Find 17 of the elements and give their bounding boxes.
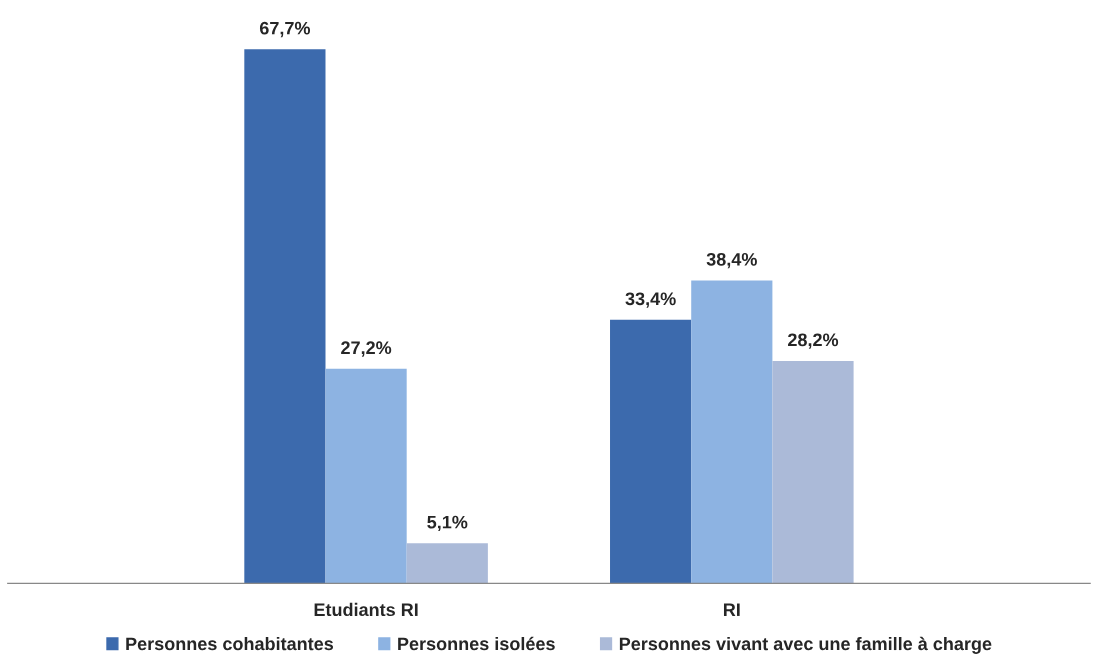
- legend-label: Personnes vivant avec une famille à charge: [619, 636, 992, 654]
- bar: [772, 360, 854, 584]
- bar: [610, 319, 692, 584]
- bar: [406, 543, 488, 584]
- legend-label: Personnes isolées: [398, 636, 555, 651]
- x-tick-label: RI: [723, 603, 740, 616]
- data-label: 5,1%: [427, 515, 468, 532]
- data-label: 28,2%: [788, 333, 839, 349]
- bar: [325, 368, 407, 584]
- data-label: 67,7%: [259, 21, 311, 38]
- x-tick-label: Etudiants RI: [314, 602, 418, 617]
- legend-label: Personnes cohabitantes: [126, 636, 334, 651]
- data-label: 33,4%: [625, 292, 676, 308]
- data-label: 27,2%: [341, 341, 392, 357]
- data-label: 38,4%: [706, 252, 757, 269]
- bar: [691, 280, 773, 584]
- bar: [244, 49, 326, 584]
